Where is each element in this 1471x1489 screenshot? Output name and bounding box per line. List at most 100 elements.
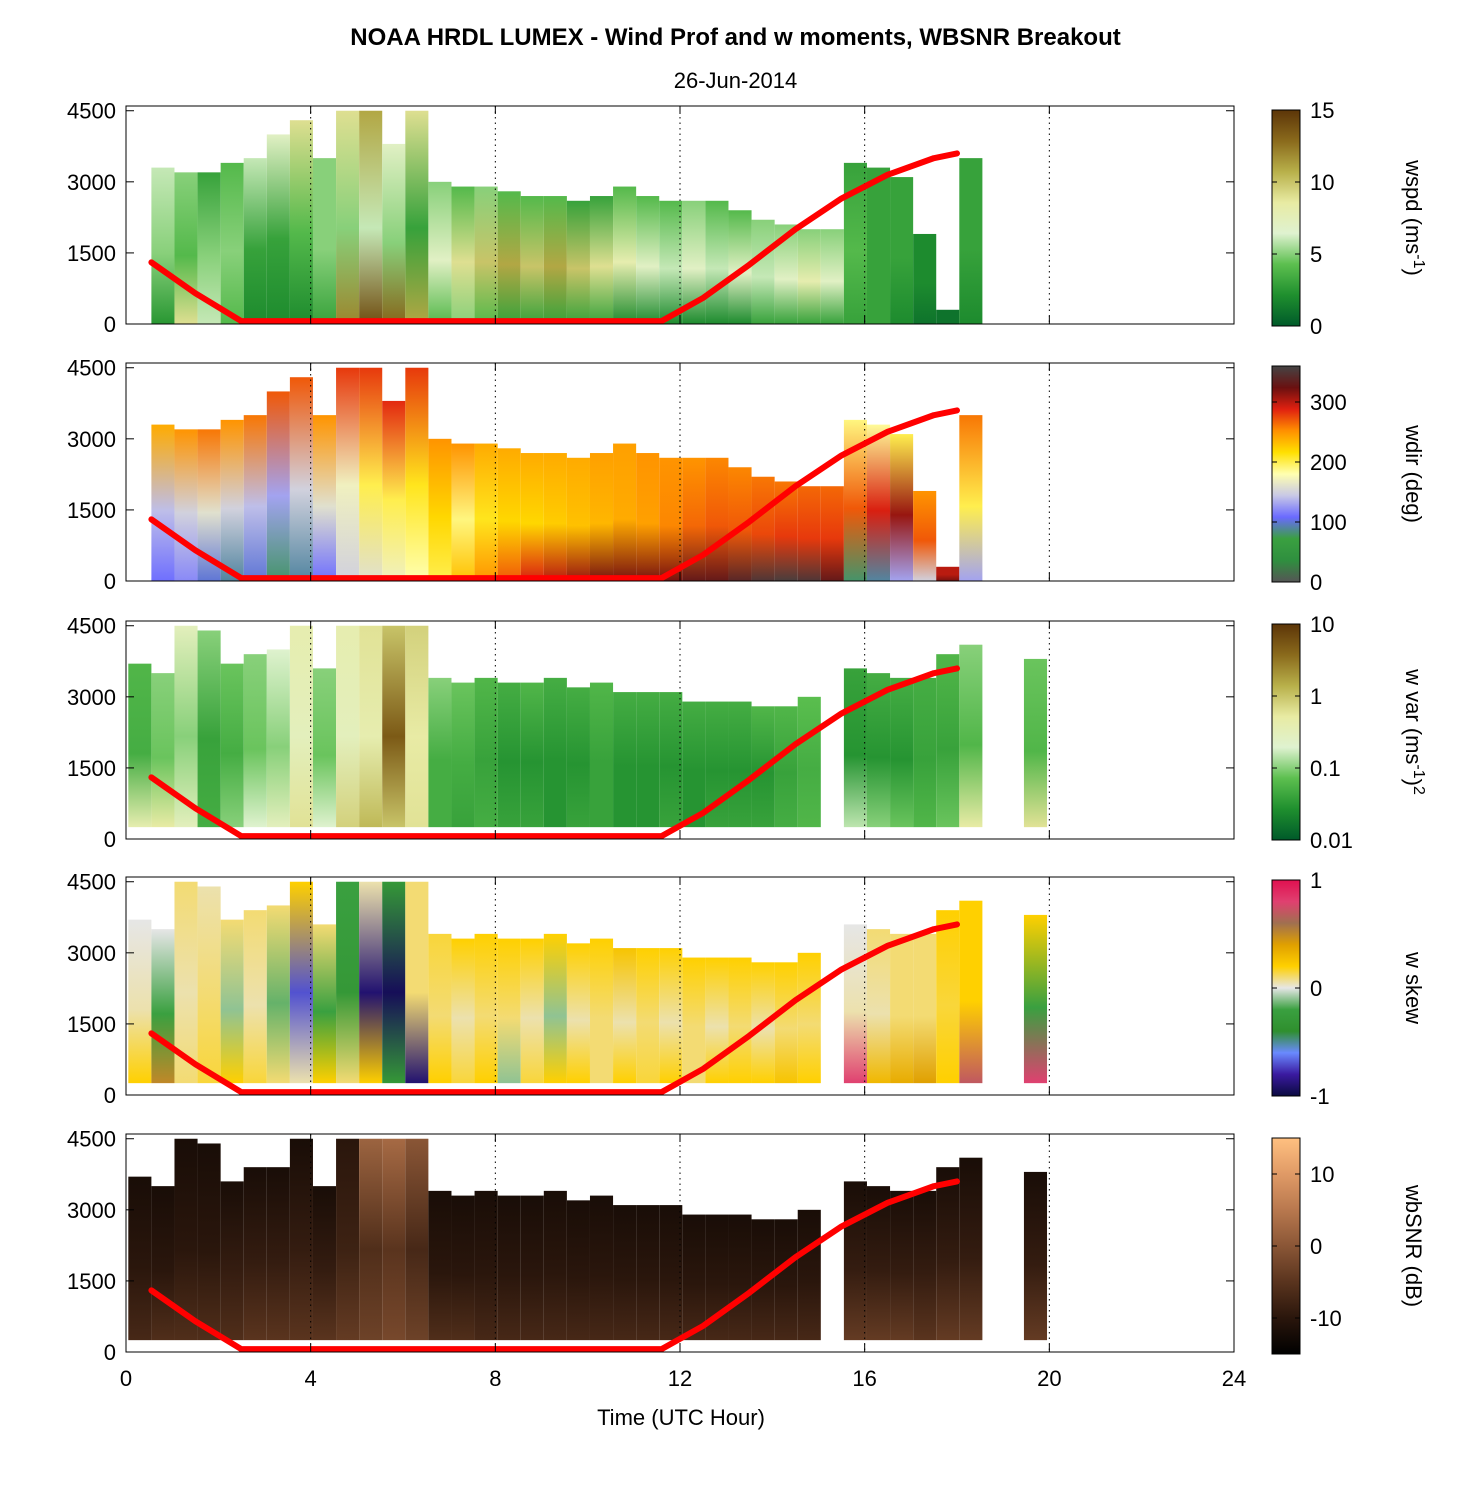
x-tick-label: 0 [120, 1366, 132, 1391]
wbsnr-heatmap [128, 1138, 1048, 1341]
boundary-layer-curve [148, 150, 960, 324]
colorbar-tick-label: 0 [1310, 1234, 1322, 1259]
wdir-column [659, 457, 683, 581]
wskew-column [220, 919, 244, 1084]
wdir-column [220, 419, 244, 581]
wvar-column [336, 625, 360, 828]
wspd-column [289, 120, 313, 324]
wdir-column [913, 490, 937, 581]
wvar-column [797, 696, 821, 828]
wbsnr-column [774, 1219, 798, 1341]
wspd-column [589, 196, 614, 324]
wvar-column [220, 663, 244, 828]
wbsnr-column [405, 1138, 429, 1341]
wskew-column [312, 924, 337, 1084]
wdir-column [728, 467, 752, 581]
x-tick-label: 24 [1222, 1366, 1246, 1391]
y-tick-label: 3000 [67, 1198, 116, 1223]
boundary-layer-curve [148, 921, 960, 1095]
wbsnr-column [336, 1138, 360, 1341]
panel-wspd: 0 1500 3000 4500 0 5 10 15 wspd (ms-1) [67, 98, 1427, 339]
colorbar-tick-label: -10 [1310, 1306, 1342, 1331]
chart-title: NOAA HRDL LUMEX - Wind Prof and w moment… [350, 24, 1121, 51]
wvar-heatmap [128, 625, 1048, 828]
wvar-column [451, 682, 475, 828]
wskew-column [797, 952, 821, 1084]
colorbar-tick-label: 10 [1310, 170, 1334, 195]
wspd-column [959, 158, 983, 324]
wdir-heatmap [151, 367, 983, 581]
wspd-column [613, 186, 637, 324]
colorbar-tick-label: 200 [1310, 450, 1347, 475]
wvar-column [1023, 658, 1048, 828]
wspd-column [359, 110, 383, 324]
colorbar-tick-label: 15 [1310, 98, 1334, 123]
wdir-column [174, 429, 198, 581]
wdir-column [959, 415, 983, 581]
wspd-column [266, 134, 290, 324]
wvar-column [474, 677, 498, 828]
wspd-column [751, 219, 775, 324]
y-tick-label: 4500 [67, 1127, 116, 1152]
boundary-layer-curve [148, 1178, 960, 1352]
wspd-column [197, 172, 221, 324]
wdir-column [312, 415, 337, 581]
wdir-column [382, 400, 406, 581]
wdir-column [451, 443, 475, 581]
wvar-column [959, 644, 983, 828]
wvar-column [728, 701, 752, 828]
wbsnr-column [913, 1190, 937, 1341]
wskew-column [566, 943, 590, 1084]
y-tick-label: 3000 [67, 170, 116, 195]
y-tick-label: 0 [104, 1340, 116, 1365]
wbsnr-column [474, 1190, 498, 1341]
wspd-column [936, 309, 960, 324]
wbsnr-column [151, 1186, 175, 1341]
wdir-column [751, 476, 775, 581]
y-tick-label: 3000 [67, 941, 116, 966]
wvar-column [566, 687, 590, 828]
wskew-column [128, 919, 152, 1084]
wskew-column [659, 948, 683, 1084]
wdir-column [289, 377, 313, 581]
panel-wskew: 0 1500 3000 4500 -1 0 1 w skew [67, 868, 1426, 1109]
y-tick-label: 4500 [67, 356, 116, 381]
wbsnr-column [243, 1167, 267, 1341]
x-axis-label: Time (UTC Hour) [597, 1405, 765, 1430]
y-tick-label: 0 [104, 569, 116, 594]
chart-subtitle: 26-Jun-2014 [673, 68, 798, 93]
wbsnr-column [613, 1205, 637, 1341]
wbsnr-column [174, 1138, 198, 1341]
wdir-column [405, 367, 429, 581]
wvar-column [936, 654, 960, 828]
wdir-column [890, 434, 914, 581]
wskew-column [428, 933, 452, 1084]
y-tick-label: 0 [104, 312, 116, 337]
wvar-column [866, 673, 891, 828]
colorbar-tick-label: 1 [1310, 868, 1322, 893]
wskew-column [543, 933, 567, 1084]
wbsnr-column [566, 1200, 590, 1341]
wskew-column [382, 881, 406, 1084]
y-tick-label: 1500 [67, 756, 116, 781]
wvar-column [890, 677, 914, 828]
wdir-column [613, 443, 637, 581]
wdir-column [820, 486, 844, 581]
colorbar-tick-label: 0.1 [1310, 756, 1341, 781]
colorbar-tick-label: 10 [1310, 612, 1334, 637]
wspd-column [820, 229, 844, 324]
y-tick-label: 1500 [67, 1269, 116, 1294]
colorbar-tick-label: 0 [1310, 976, 1322, 1001]
x-tick-label: 8 [489, 1366, 501, 1391]
wdir-column [797, 486, 821, 581]
wspd-column [566, 200, 590, 324]
wdir-column [497, 448, 521, 581]
wspd-column [843, 162, 867, 324]
wspd-column [451, 186, 475, 324]
colorbar-tick-label: 10 [1310, 1162, 1334, 1187]
wskew-column [289, 881, 313, 1084]
y-tick-label: 3000 [67, 427, 116, 452]
panel-wdir: 0 1500 3000 4500 0 100 200 300 wdir (deg) [67, 356, 1426, 595]
y-tick-label: 4500 [67, 614, 116, 639]
wspd-column [220, 162, 244, 324]
